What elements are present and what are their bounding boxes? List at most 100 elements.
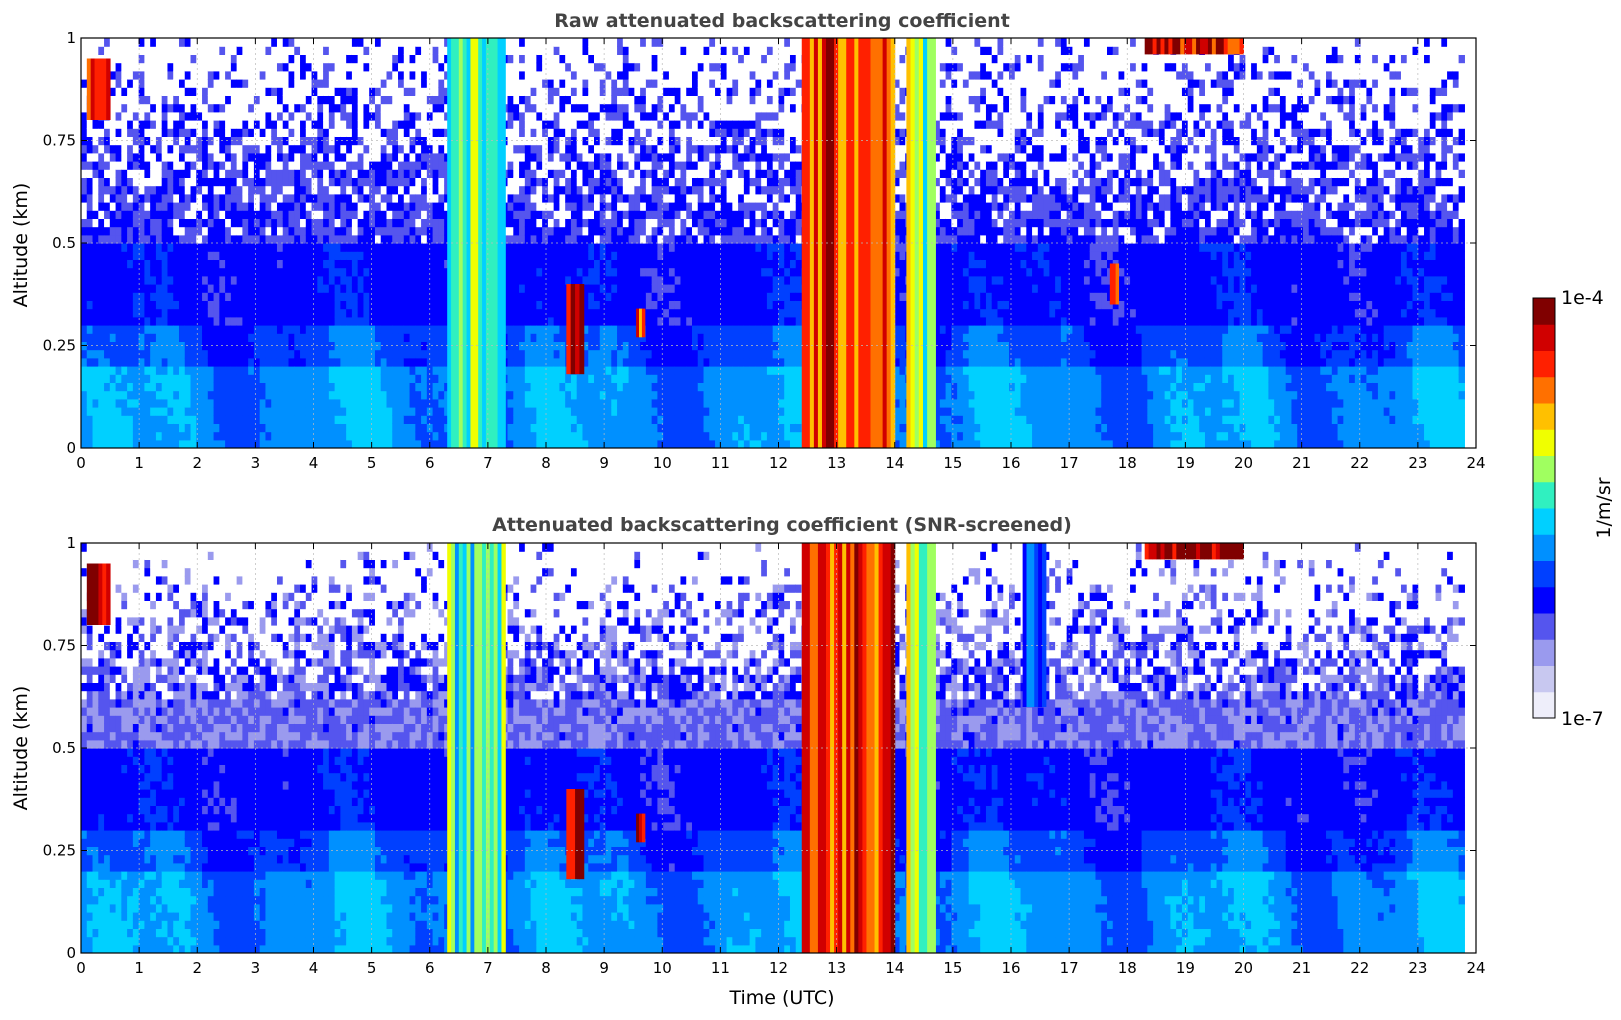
heatmap-cell xyxy=(588,316,595,326)
heatmap-cell xyxy=(184,38,192,47)
heatmap-cell xyxy=(605,103,612,113)
heatmap-cell xyxy=(202,218,209,228)
heatmap-cell xyxy=(576,210,584,219)
heatmap-cell xyxy=(409,308,416,318)
heatmap-cell xyxy=(369,103,376,113)
heatmap-cell xyxy=(536,62,543,72)
heatmap-cell xyxy=(582,169,589,178)
heatmap-cell xyxy=(628,300,635,310)
heatmap-cell xyxy=(196,423,203,433)
heatmap-cell xyxy=(513,87,520,96)
heatmap-cell xyxy=(225,103,232,113)
heatmap-cell xyxy=(421,79,428,88)
heatmap-cell xyxy=(415,234,422,244)
heatmap-cell xyxy=(547,300,555,310)
heatmap-cell xyxy=(173,325,180,334)
heatmap-cell xyxy=(190,300,197,310)
heatmap-cell xyxy=(127,357,134,367)
heatmap-cell xyxy=(611,79,618,88)
heatmap-cell xyxy=(144,251,151,260)
heatmap-cell xyxy=(421,308,428,318)
heatmap-cell xyxy=(421,300,428,310)
heatmap-cell xyxy=(265,226,272,236)
heatmap-cell xyxy=(409,210,416,219)
heatmap-cell xyxy=(323,87,330,96)
heatmap-cell xyxy=(167,390,174,400)
heatmap-cell xyxy=(530,284,537,293)
heatmap-cell xyxy=(536,103,543,113)
heatmap-cell xyxy=(553,284,561,293)
heatmap-cell xyxy=(340,169,347,178)
heatmap-cell xyxy=(236,349,243,359)
heatmap-cell xyxy=(392,144,399,154)
heatmap-cell xyxy=(617,79,624,88)
heatmap-cell xyxy=(288,275,295,285)
heatmap-cell xyxy=(173,275,180,285)
heatmap-cell xyxy=(305,423,313,433)
heatmap-cell xyxy=(121,193,128,203)
heatmap-cell xyxy=(115,333,122,342)
heatmap-cell xyxy=(276,316,284,326)
heatmap-cell xyxy=(438,398,445,408)
heatmap-cell xyxy=(167,177,174,187)
heatmap-cell xyxy=(288,210,295,219)
heatmap-cell xyxy=(294,407,301,416)
heatmap-cell xyxy=(334,161,341,170)
heatmap-cell xyxy=(150,136,157,146)
heatmap-cell xyxy=(340,79,347,88)
heatmap-cell xyxy=(340,341,347,351)
heatmap-cell xyxy=(288,185,295,195)
heatmap-cell xyxy=(507,251,514,260)
heatmap-cell xyxy=(617,169,624,178)
heatmap-cell xyxy=(161,152,169,162)
heatmap-cell xyxy=(115,267,122,277)
heatmap-cell xyxy=(559,87,566,96)
heatmap-cell xyxy=(104,349,111,359)
heatmap-cell xyxy=(559,349,566,359)
heatmap-cell xyxy=(109,210,117,219)
heatmap-cell xyxy=(651,103,658,113)
heatmap-cell xyxy=(173,316,180,326)
heatmap-cell xyxy=(553,161,561,170)
heatmap-cell xyxy=(184,120,192,129)
heatmap-cell xyxy=(588,243,595,252)
heatmap-cell xyxy=(225,390,232,400)
heatmap-cell xyxy=(582,234,589,244)
heatmap-cell xyxy=(242,70,249,80)
heatmap-cell xyxy=(104,423,111,433)
heatmap-cell xyxy=(582,251,589,260)
heatmap-cell xyxy=(524,152,532,162)
heatmap-cell xyxy=(121,415,128,424)
heatmap-cell xyxy=(288,357,295,367)
heatmap-cell xyxy=(173,46,180,55)
heatmap-cell xyxy=(282,144,290,154)
heatmap-cell xyxy=(374,210,382,219)
heatmap-cell xyxy=(276,292,284,301)
heatmap-cell xyxy=(547,251,555,260)
heatmap-cell xyxy=(132,292,140,301)
heatmap-cell xyxy=(622,161,630,170)
heatmap-cell xyxy=(109,87,117,96)
heatmap-cell xyxy=(311,415,318,424)
heatmap-cell xyxy=(398,259,405,269)
heatmap-cell xyxy=(225,38,232,47)
heatmap-cell xyxy=(398,62,405,72)
heatmap-cell xyxy=(167,210,174,219)
heatmap-cell xyxy=(524,234,532,244)
heatmap-cell xyxy=(115,439,122,448)
heatmap-cell xyxy=(605,308,612,318)
heatmap-cell xyxy=(219,234,226,244)
heatmap-cell xyxy=(547,152,555,162)
heatmap-cell xyxy=(184,193,192,203)
heatmap-cell xyxy=(640,333,647,342)
heatmap-cell xyxy=(173,95,180,105)
heatmap-cell xyxy=(594,152,601,162)
heatmap-cell xyxy=(155,415,163,424)
heatmap-cell xyxy=(611,136,618,146)
heatmap-cell xyxy=(351,185,359,195)
heatmap-cell xyxy=(219,423,226,433)
heatmap-cell xyxy=(167,333,174,342)
heatmap-cell xyxy=(207,169,215,178)
heatmap-cell xyxy=(582,161,589,170)
heatmap-cell xyxy=(92,234,99,244)
